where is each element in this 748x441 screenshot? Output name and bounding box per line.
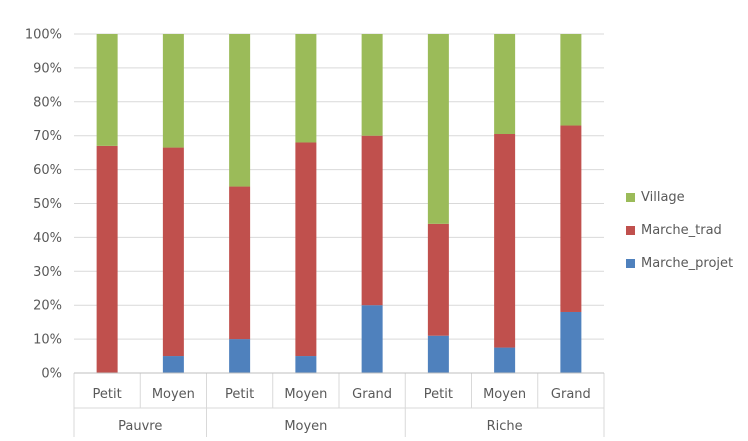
bar-segment-marche-trad [96,145,118,373]
x-tick-label: Grand [352,387,392,402]
bar-segment-marche-trad [295,142,317,357]
legend-swatch-village [626,192,635,202]
bar-segment-marche-trad [427,223,449,336]
group-label: Pauvre [118,419,162,434]
legend-label-village: Village [641,189,685,205]
legend: Village Marche_trad Marche_projet [626,189,733,288]
y-tick-label: 70% [33,129,62,144]
legend-swatch-marche-trad [626,225,635,235]
y-tick-label: 100% [25,28,62,43]
bar-segment-village [494,34,516,135]
y-tick-label: 0% [41,367,62,382]
group-label: Moyen [284,419,327,434]
x-tick-label: Moyen [152,387,195,402]
legend-swatch-marche-projet [626,258,635,268]
bar-segment-marche-projet [295,356,317,373]
bar-segment-marche-trad [494,134,516,348]
bar-segment-marche-projet [361,305,383,373]
bar-segment-village [427,34,449,224]
y-tick-label: 40% [33,231,62,246]
bar-segment-village [162,34,184,148]
bar-segment-marche-trad [560,125,582,312]
legend-item-marche-projet: Marche_projet [626,255,733,271]
group-label: Riche [487,419,523,434]
bar-segment-marche-trad [229,186,251,340]
bar-segment-marche-projet [229,339,251,373]
bar-segment-village [96,34,118,146]
bar-segment-marche-projet [560,311,582,373]
bar-segment-marche-projet [162,356,184,373]
y-tick-label: 10% [33,333,62,348]
x-tick-label: Petit [424,387,453,402]
legend-label-marche-trad: Marche_trad [641,222,722,238]
x-tick-label: Moyen [483,387,526,402]
bar-segment-village [560,34,582,126]
y-tick-label: 80% [33,95,62,110]
bar-segment-marche-projet [427,335,449,373]
x-tick-label: Petit [93,387,122,402]
bar-segment-marche-trad [162,147,184,357]
bar-segment-marche-projet [494,347,516,373]
x-tick-label: Grand [551,387,591,402]
y-tick-label: 30% [33,265,62,280]
legend-item-village: Village [626,189,733,205]
legend-item-marche-trad: Marche_trad [626,222,733,238]
y-tick-label: 90% [33,61,62,76]
y-tick-label: 60% [33,163,62,178]
y-tick-label: 20% [33,299,62,314]
bar-segment-marche-trad [361,135,383,306]
y-tick-label: 50% [33,197,62,212]
legend-label-marche-projet: Marche_projet [641,255,734,271]
bar-segment-village [229,34,251,187]
bar-segment-village [295,34,317,143]
bar-segment-village [361,34,383,136]
x-tick-label: Petit [225,387,254,402]
x-tick-label: Moyen [284,387,327,402]
